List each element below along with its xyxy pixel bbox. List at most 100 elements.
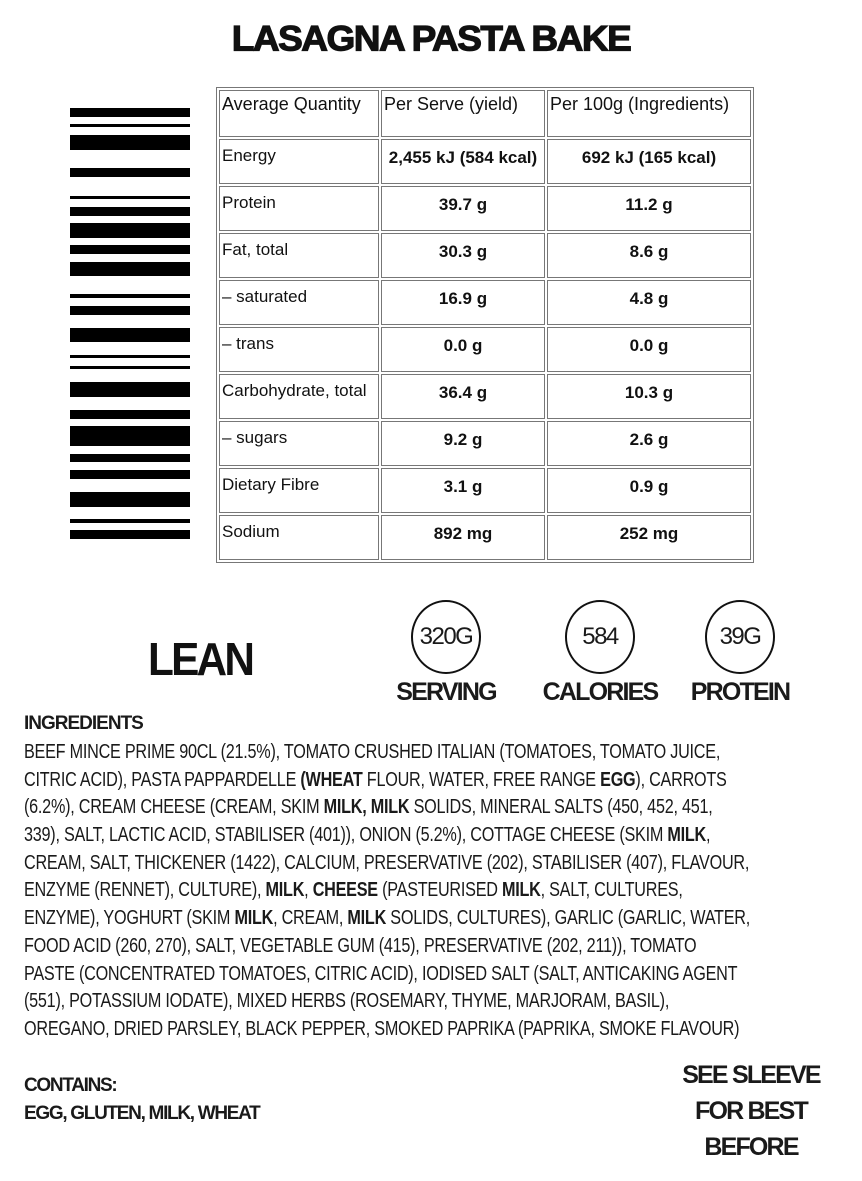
barcode-bar xyxy=(70,355,190,358)
ingredient-text: , CREAM, xyxy=(273,907,348,930)
per-serve-value: 0.0 g xyxy=(381,327,545,372)
ingredients-line: CITRIC ACID), PASTA PAPPARDELLE (WHEAT F… xyxy=(24,767,750,795)
per-serve-value: 2,455 kJ (584 kcal) xyxy=(381,139,545,184)
per-100g-value: 252 mg xyxy=(547,515,751,560)
per-serve-value: 9.2 g xyxy=(381,421,545,466)
ingredient-text: SOLIDS, CULTURES), GARLIC (GARLIC, WATER… xyxy=(386,907,750,930)
nutrient-label: – trans xyxy=(219,327,379,372)
per-serve-value: 36.4 g xyxy=(381,374,545,419)
nutrition-row: – sugars 9.2 g 2.6 g xyxy=(219,421,751,466)
ingredients-line: 339), SALT, LACTIC ACID, STABILISER (401… xyxy=(24,822,750,850)
header-per-serve: Per Serve (yield) xyxy=(381,90,545,137)
allergens-list: EGG, GLUTEN, MILK, WHEAT xyxy=(24,1103,261,1124)
best-before-note: SEE SLEEVE FOR BEST BEFORE xyxy=(660,1057,842,1165)
ingredient-text: , xyxy=(304,879,313,902)
ingredients-line: PASTE (CONCENTRATED TOMATOES, CITRIC ACI… xyxy=(24,961,750,989)
ingredient-text: (PASTEURISED xyxy=(377,879,502,902)
ingredients-line: (6.2%), CREAM CHEESE (CREAM, SKIM MILK, … xyxy=(24,794,750,822)
nutrition-row: Carbohydrate, total 36.4 g 10.3 g xyxy=(219,374,751,419)
barcode-bar xyxy=(70,328,190,342)
barcode-bar xyxy=(70,196,190,199)
barcode-bar xyxy=(70,108,190,117)
allergen-section: CONTAINS: EGG, GLUTEN, MILK, WHEAT xyxy=(24,1072,261,1128)
ingredients-line: CREAM, SALT, THICKENER (1422), CALCIUM, … xyxy=(24,850,750,878)
best-before-line: SEE SLEEVE xyxy=(682,1061,821,1089)
ingredients-line: ENZYME), YOGHURT (SKIM MILK, CREAM, MILK… xyxy=(24,905,750,933)
nutrition-row: Energy 2,455 kJ (584 kcal) 692 kJ (165 kca… xyxy=(219,139,751,184)
ingredient-text: (551), POTASSIUM IODATE), MIXED HERBS (R… xyxy=(24,990,670,1013)
ingredient-text: , xyxy=(705,824,711,847)
per-serve-value: 30.3 g xyxy=(381,233,545,278)
product-title: LASAGNA PASTA BAKE xyxy=(231,18,632,58)
per-100g-value: 692 kJ (165 kcal) xyxy=(547,139,751,184)
per-serve-value: 3.1 g xyxy=(381,468,545,513)
nutrient-label: – sugars xyxy=(219,421,379,466)
barcode-bar xyxy=(70,492,190,507)
barcode-bar xyxy=(70,410,190,419)
per-100g-value: 8.6 g xyxy=(547,233,751,278)
allergen-highlight: MILK xyxy=(347,907,387,930)
ingredient-text: CREAM, SALT, THICKENER (1422), CALCIUM, … xyxy=(24,851,750,874)
stat-calories: 584 CALORIES xyxy=(530,600,670,707)
barcode-bar xyxy=(70,124,190,127)
per-100g-value: 10.3 g xyxy=(547,374,751,419)
ingredients-line: OREGANO, DRIED PARSLEY, BLACK PEPPER, SM… xyxy=(24,1016,750,1044)
nutrient-label: Carbohydrate, total xyxy=(219,374,379,419)
ingredient-text: CITRIC ACID), PASTA PAPPARDELLE xyxy=(24,768,301,791)
barcode-bar xyxy=(70,207,190,216)
allergen-highlight: MILK xyxy=(265,879,305,902)
nutrition-row: – saturated 16.9 g 4.8 g xyxy=(219,280,751,325)
barcode-bar xyxy=(70,262,190,276)
allergen-highlight: MILK xyxy=(667,824,706,847)
ingredient-text: 339), SALT, LACTIC ACID, STABILISER (401… xyxy=(24,824,668,847)
ingredient-text: BEEF MINCE PRIME 90CL (21.5%), TOMATO CR… xyxy=(24,741,721,763)
nutrition-row: Protein 39.7 g 11.2 g xyxy=(219,186,751,231)
ingredient-text: , SALT, CULTURES, xyxy=(540,879,683,902)
allergen-highlight: (WHEAT xyxy=(300,768,363,791)
nutrition-header-row: Average Quantity Per Serve (yield) Per 1… xyxy=(219,90,751,137)
nutrient-label: Protein xyxy=(219,186,379,231)
ingredient-text: OREGANO, DRIED PARSLEY, BLACK PEPPER, SM… xyxy=(24,1017,740,1040)
ingredients-line: BEEF MINCE PRIME 90CL (21.5%), TOMATO CR… xyxy=(24,739,750,767)
barcode-bar xyxy=(70,245,190,254)
allergen-highlight: EGG xyxy=(600,768,636,791)
stat-protein: 39G PROTEIN xyxy=(670,600,810,707)
barcode-bar xyxy=(70,454,190,462)
nutrient-label: Fat, total xyxy=(219,233,379,278)
best-before-line: BEFORE xyxy=(704,1133,799,1161)
per-serve-value: 39.7 g xyxy=(381,186,545,231)
barcode-bar xyxy=(70,294,190,298)
per-100g-value: 11.2 g xyxy=(547,186,751,231)
per-100g-value: 0.9 g xyxy=(547,468,751,513)
ingredient-text: (6.2%), CREAM CHEESE (CREAM, SKIM xyxy=(24,796,324,819)
nutrition-row: Fat, total 30.3 g 8.6 g xyxy=(219,233,751,278)
ingredients-line: (551), POTASSIUM IODATE), MIXED HERBS (R… xyxy=(24,988,750,1016)
contains-heading: CONTAINS: xyxy=(24,1075,118,1096)
protein-circle: 39G xyxy=(705,600,775,674)
barcode-bar xyxy=(70,530,190,539)
barcode-bar xyxy=(70,470,190,479)
barcode-bar xyxy=(70,382,190,397)
nutrition-table: Average Quantity Per Serve (yield) Per 1… xyxy=(216,87,754,563)
stat-serving: 320G SERVING xyxy=(376,600,516,707)
ingredient-text: SOLIDS, MINERAL SALTS (450, 452, 451, xyxy=(409,796,713,819)
serving-circle: 320G xyxy=(411,600,481,674)
nutrition-row: Sodium 892 mg 252 mg xyxy=(219,515,751,560)
barcode-bar xyxy=(70,168,190,177)
per-100g-value: 4.8 g xyxy=(547,280,751,325)
ingredient-text: ENZYME), YOGHURT (SKIM xyxy=(24,907,235,930)
nutrition-row: Dietary Fibre 3.1 g 0.9 g xyxy=(219,468,751,513)
nutrition-row: – trans 0.0 g 0.0 g xyxy=(219,327,751,372)
calories-label: CALORIES xyxy=(542,678,660,706)
allergen-highlight: MILK, MILK xyxy=(323,796,410,819)
allergen-highlight: CHEESE xyxy=(312,879,378,902)
barcode-bar xyxy=(70,519,190,523)
allergen-highlight: MILK xyxy=(234,907,274,930)
ingredient-text: PASTE (CONCENTRATED TOMATOES, CITRIC ACI… xyxy=(24,962,738,985)
ingredients-heading: INGREDIENTS xyxy=(24,713,144,734)
ingredient-text: ), CARROTS xyxy=(635,768,727,791)
nutrient-label: Sodium xyxy=(219,515,379,560)
best-before-line: FOR BEST xyxy=(695,1097,809,1125)
barcode-bar xyxy=(70,306,190,315)
ingredients-line: ENZYME (RENNET), CULTURE), MILK, CHEESE … xyxy=(24,877,750,905)
